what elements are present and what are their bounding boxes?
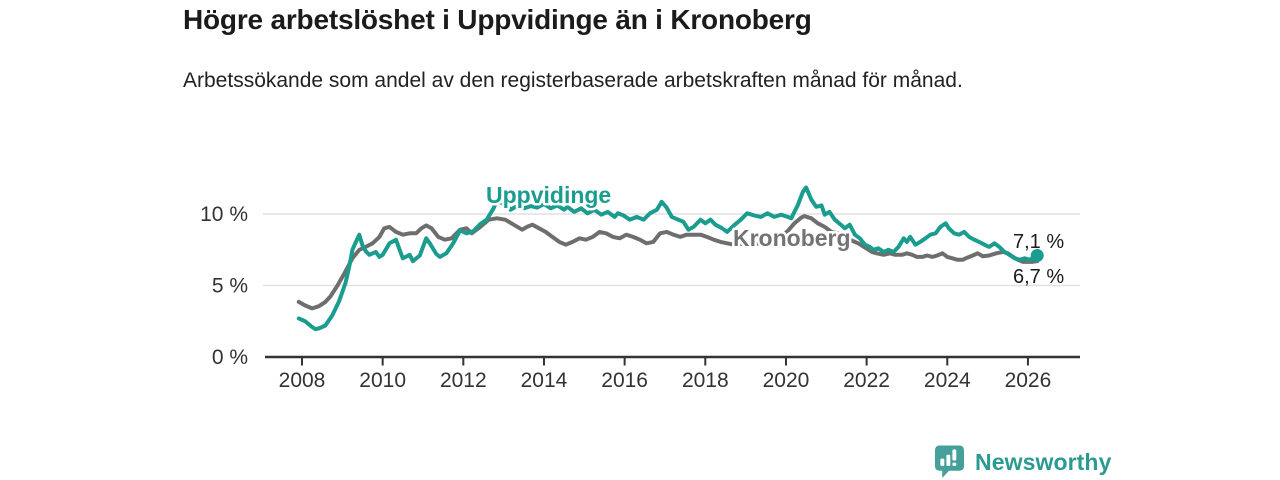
y-tick-label-5pct: 5 % — [212, 275, 248, 298]
chart-subtitle: Arbetssökande som andel av den registerb… — [183, 69, 963, 92]
kronoberg-line — [296, 214, 1040, 311]
x-tick-label-2008: 2008 — [279, 369, 326, 392]
uppvidinge-end-value-label: 7,1 % — [1013, 231, 1064, 253]
x-tick-label-2016: 2016 — [601, 369, 648, 392]
x-tick-label-2020: 2020 — [763, 369, 810, 392]
kronoberg-end-value-label: 6,7 % — [1013, 266, 1064, 288]
bar-chart-bubble-icon — [934, 445, 965, 478]
x-tick-label-2014: 2014 — [521, 369, 568, 392]
uppvidinge-end-dot — [1030, 248, 1044, 262]
y-tick-label-0pct: 0 % — [212, 346, 248, 369]
x-tick-label-2026: 2026 — [1005, 369, 1052, 392]
uppvidinge-series-label: Uppvidinge — [486, 182, 611, 208]
x-tick-label-2024: 2024 — [924, 369, 971, 392]
uppvidinge-line — [296, 185, 1040, 332]
x-tick-label-2018: 2018 — [682, 369, 729, 392]
x-tick-label-2012: 2012 — [440, 369, 487, 392]
x-tick-label-2022: 2022 — [843, 369, 890, 392]
newsworthy-brand: Newsworthy — [934, 445, 1111, 479]
y-tick-label-10pct: 10 % — [200, 203, 248, 226]
x-tick-label-2010: 2010 — [359, 369, 406, 392]
brand-name: Newsworthy — [975, 448, 1112, 475]
kronoberg-series-label: Kronoberg — [733, 225, 851, 251]
chart-title: Högre arbetslöshet i Uppvidinge än i Kro… — [183, 4, 812, 35]
